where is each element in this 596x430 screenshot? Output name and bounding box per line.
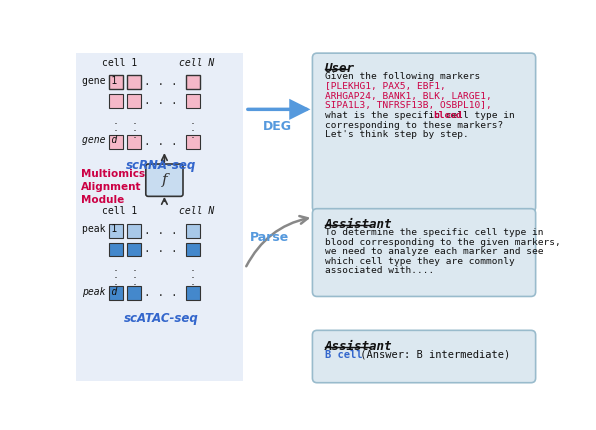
Text: .: .	[114, 114, 117, 127]
Bar	[127, 224, 141, 238]
Text: .: .	[191, 128, 195, 141]
FancyBboxPatch shape	[312, 330, 536, 383]
Text: scATAC-seq: scATAC-seq	[124, 312, 198, 325]
Text: ARHGAP24, BANK1, BLK, LARGE1,: ARHGAP24, BANK1, BLK, LARGE1,	[325, 92, 492, 101]
Text: .: .	[114, 275, 117, 289]
Text: . . .: . . .	[144, 96, 178, 106]
Text: User: User	[325, 62, 355, 75]
Bar	[108, 243, 123, 256]
Text: (Answer: B intermediate): (Answer: B intermediate)	[354, 350, 511, 359]
Text: Assistant: Assistant	[325, 218, 392, 231]
Text: Let's think step by step.: Let's think step by step.	[325, 130, 468, 139]
FancyBboxPatch shape	[312, 53, 536, 212]
Bar	[108, 224, 123, 238]
Bar	[127, 243, 141, 256]
Text: .: .	[191, 261, 195, 274]
FancyBboxPatch shape	[312, 209, 536, 296]
Text: SIPA1L3, TNFRSF13B, OSBPL10],: SIPA1L3, TNFRSF13B, OSBPL10],	[325, 101, 492, 110]
Text: . . .: . . .	[144, 77, 178, 87]
Text: .: .	[132, 268, 136, 281]
Text: gene d: gene d	[82, 135, 117, 145]
Text: peak d: peak d	[82, 287, 117, 297]
FancyArrowPatch shape	[246, 216, 308, 266]
Bar	[127, 286, 141, 300]
Bar	[186, 286, 200, 300]
Bar	[186, 224, 200, 238]
Text: .: .	[114, 261, 117, 274]
Text: Assistant: Assistant	[325, 340, 392, 353]
Text: DEG: DEG	[263, 120, 292, 133]
Text: .: .	[191, 114, 195, 127]
Text: .: .	[132, 128, 136, 141]
Text: To determine the specific cell type in: To determine the specific cell type in	[325, 228, 544, 237]
Text: .: .	[132, 121, 136, 134]
Text: . . .: . . .	[144, 137, 178, 147]
Text: cell 1: cell 1	[102, 206, 137, 215]
Text: [PLEKHG1, PAX5, EBF1,: [PLEKHG1, PAX5, EBF1,	[325, 82, 446, 91]
Bar	[108, 94, 123, 108]
Text: Multiomics
Alignment
Module: Multiomics Alignment Module	[80, 169, 145, 205]
Bar	[186, 94, 200, 108]
Text: which cell type they are commonly: which cell type they are commonly	[325, 257, 514, 266]
Text: gene 1: gene 1	[82, 76, 117, 86]
Bar	[127, 94, 141, 108]
Bar	[127, 76, 141, 89]
Text: . . .: . . .	[144, 245, 178, 255]
Text: Given the following markers: Given the following markers	[325, 72, 480, 81]
Text: .: .	[132, 275, 136, 289]
Text: .: .	[132, 114, 136, 127]
FancyBboxPatch shape	[146, 164, 183, 197]
Bar	[127, 135, 141, 149]
Text: what is the specific cell type in: what is the specific cell type in	[325, 111, 520, 120]
Text: scRNA-seq: scRNA-seq	[126, 159, 197, 172]
Text: associated with....: associated with....	[325, 267, 434, 276]
Bar	[76, 53, 243, 381]
Bar	[108, 135, 123, 149]
Bar	[186, 243, 200, 256]
Text: B cell: B cell	[325, 350, 362, 359]
Text: corresponding to these markers?: corresponding to these markers?	[325, 120, 503, 129]
Text: cell 1: cell 1	[102, 58, 137, 68]
Text: Parse: Parse	[250, 231, 289, 244]
Text: . . .: . . .	[144, 226, 178, 236]
Text: f: f	[162, 173, 167, 187]
Text: . . .: . . .	[144, 288, 178, 298]
FancyArrowPatch shape	[248, 101, 306, 117]
Text: blood corresponding to the given markers,: blood corresponding to the given markers…	[325, 237, 561, 246]
Bar	[108, 286, 123, 300]
Text: .: .	[114, 128, 117, 141]
Text: .: .	[191, 121, 195, 134]
Text: .: .	[132, 261, 136, 274]
Text: peak 1: peak 1	[82, 224, 117, 233]
Text: .: .	[191, 268, 195, 281]
Text: .: .	[191, 275, 195, 289]
Text: .: .	[114, 121, 117, 134]
Text: we need to analyze each marker and see: we need to analyze each marker and see	[325, 247, 544, 256]
Text: cell N: cell N	[179, 206, 215, 215]
Bar	[186, 76, 200, 89]
Text: .: .	[114, 268, 117, 281]
Bar	[186, 135, 200, 149]
Bar	[108, 76, 123, 89]
Text: cell N: cell N	[179, 58, 215, 68]
Text: blood: blood	[433, 111, 462, 120]
